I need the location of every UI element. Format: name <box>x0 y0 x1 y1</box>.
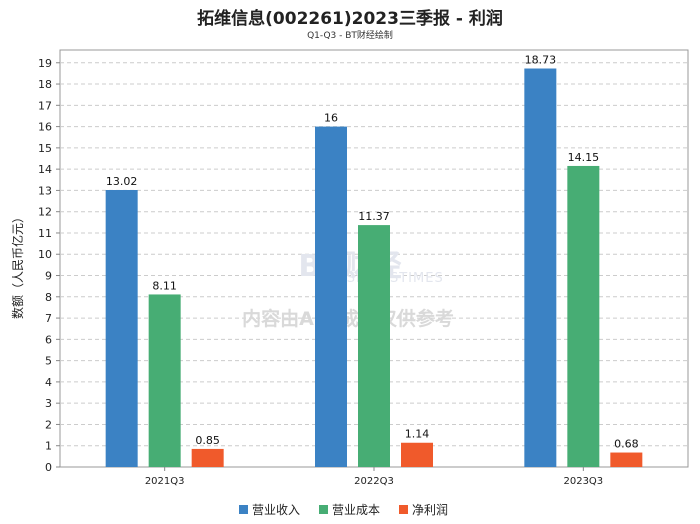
y-tick-label: 10 <box>38 248 52 261</box>
data-label: 0.68 <box>614 438 639 451</box>
data-label: 14.15 <box>568 151 600 164</box>
legend: 营业收入 营业成本 净利润 <box>239 503 448 517</box>
x-tick-label: 2022Q3 <box>354 476 394 487</box>
bar-2023Q3-1 <box>567 165 600 467</box>
y-tick-label: 17 <box>38 99 52 112</box>
legend-label: 营业成本 <box>332 503 380 517</box>
y-tick-label: 19 <box>38 57 52 70</box>
y-tick-label: 8 <box>45 291 52 304</box>
data-label: 8.11 <box>152 279 177 292</box>
data-label: 13.02 <box>106 175 138 188</box>
legend-swatch <box>319 505 328 514</box>
y-tick-label: 13 <box>38 184 52 197</box>
x-tick-label: 2023Q3 <box>563 476 603 487</box>
y-axis-label: 数额（人民币亿元） <box>10 211 25 319</box>
y-tick-label: 15 <box>38 142 52 155</box>
legend-swatch <box>399 505 408 514</box>
y-tick-label: 1 <box>45 440 52 453</box>
y-tick-label: 6 <box>45 333 52 346</box>
bar-2022Q3-1 <box>358 225 390 467</box>
data-label: 0.85 <box>195 434 220 447</box>
bar-2021Q3-0 <box>105 189 138 467</box>
y-tick-label: 18 <box>38 78 52 91</box>
y-tick-label: 14 <box>38 163 52 176</box>
y-tick-label: 0 <box>45 461 52 474</box>
y-tick-label: 9 <box>45 270 52 283</box>
legend-swatch <box>239 505 248 514</box>
data-label: 16 <box>324 112 338 125</box>
bar-2021Q3-2 <box>191 448 224 467</box>
y-tick-label: 5 <box>45 355 52 368</box>
y-tick-label: 16 <box>38 121 52 134</box>
y-tick-label: 4 <box>45 376 52 389</box>
legend-label: 营业收入 <box>252 503 300 517</box>
data-label: 18.73 <box>525 54 557 67</box>
bar-2023Q3-0 <box>524 68 557 467</box>
bar-2021Q3-1 <box>148 294 181 467</box>
x-tick-label: 2021Q3 <box>145 476 185 487</box>
watermark-notice: 内容由AI生成，仅供参考 <box>242 307 454 330</box>
chart-title: 拓维信息(002261)2023三季报 - 利润 <box>197 9 503 29</box>
bars-layer: 13.02 8.11 0.85 16 11.37 1.14 18.73 14.15 0.68 <box>105 54 643 468</box>
bar-2022Q3-2 <box>401 442 433 467</box>
data-label: 11.37 <box>358 210 390 223</box>
y-tick-label: 11 <box>38 227 52 240</box>
y-tick-label: 2 <box>45 418 52 431</box>
bar-2023Q3-2 <box>610 452 643 467</box>
legend-label: 净利润 <box>412 503 448 517</box>
y-tick-label: 7 <box>45 312 52 325</box>
y-tick-label: 3 <box>45 397 52 410</box>
y-tick-label: 12 <box>38 206 52 219</box>
chart-subtitle: Q1-Q3 - BT财经绘制 <box>307 31 393 41</box>
bar-2022Q3-0 <box>315 126 347 468</box>
data-label: 1.14 <box>405 428 430 441</box>
